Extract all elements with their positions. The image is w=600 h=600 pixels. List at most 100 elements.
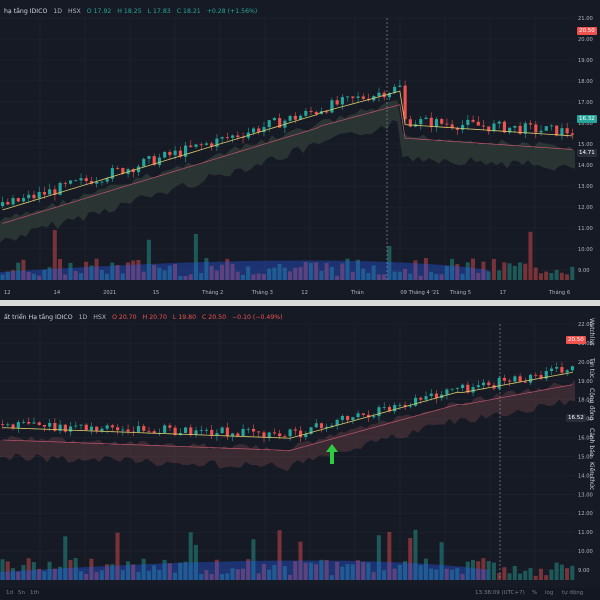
candle-body [471, 387, 475, 393]
chart-canvas-bottom[interactable]: 22.0021.0020.0019.0018.0017.0016.0015.00… [0, 306, 600, 600]
log-toggle[interactable]: log [545, 590, 554, 596]
candle-body [429, 393, 433, 397]
volume-bar [476, 272, 481, 280]
volume-bar [371, 265, 376, 280]
candle-body [534, 374, 538, 376]
candle-body [366, 414, 371, 418]
candle-body [549, 125, 554, 127]
sidebar-item-learn[interactable]: Kiến thức [588, 462, 595, 491]
candle-body [241, 428, 245, 437]
volume-bar [183, 275, 188, 280]
candle-body [314, 423, 318, 428]
price-axis-label: 11.00 [578, 530, 593, 536]
volume-bar [47, 561, 52, 580]
volume-bar [502, 262, 507, 280]
interval-label[interactable]: 1D [78, 314, 88, 321]
interval-label[interactable]: 1D [53, 8, 62, 15]
sidebar-item-news[interactable]: Tin tức [588, 358, 595, 379]
range-1d-button[interactable]: 1d [6, 590, 13, 596]
candle-body [231, 433, 235, 437]
price-axis-label: 19.00 [578, 379, 593, 385]
volume-bar [105, 564, 110, 580]
volume-bar [408, 273, 413, 280]
volume-bar [42, 269, 47, 280]
time-axis-label: 09 Tháng 4 '21 [400, 289, 439, 296]
price-badge-gray: 16.52 [566, 414, 586, 422]
range-1m-button[interactable]: 1th [30, 590, 40, 596]
candle-body [126, 429, 130, 432]
candle-body [387, 407, 391, 412]
volume-bar [31, 562, 36, 580]
volume-bar [403, 268, 408, 280]
volume-bar [350, 564, 355, 580]
candle-body [481, 382, 486, 386]
candle-body [555, 367, 559, 369]
candle-body [351, 96, 355, 98]
candle-body [570, 133, 574, 135]
volume-bar [162, 559, 167, 580]
volume-bar [314, 564, 319, 580]
volume-bar [450, 258, 455, 280]
candle-body [403, 404, 407, 407]
chart-panel-bottom[interactable]: 22.0021.0020.0019.0018.0017.0016.0015.00… [0, 306, 600, 600]
volume-bar [491, 562, 496, 580]
volume-bar [497, 270, 502, 280]
volume-bar [507, 573, 512, 580]
candle-body [340, 416, 344, 420]
auto-toggle[interactable]: tự động [562, 590, 584, 596]
volume-bar [481, 261, 486, 280]
volume-bar [251, 539, 256, 580]
percent-toggle[interactable]: % [532, 590, 538, 596]
time-axis-label: Tháng 2 [201, 289, 223, 296]
candle-body [408, 405, 412, 407]
candle-body [497, 377, 501, 389]
change-value: −0.10 (−0.49%) [232, 314, 283, 321]
volume-bar [355, 560, 360, 580]
volume-bar [308, 562, 313, 580]
volume-bar [554, 562, 559, 580]
candle-body [325, 111, 329, 113]
candle-body [58, 424, 62, 431]
volume-bar [5, 271, 10, 280]
sidebar-item-watchlist[interactable]: Watchlist [588, 318, 595, 346]
candle-body [304, 433, 308, 438]
candle-body [429, 117, 433, 128]
high-value: H 18.25 [117, 8, 142, 15]
candle-body [74, 425, 78, 427]
chart-canvas-top[interactable]: 21.00 20.00 19.00 18.00 17.00 16.00 15.00 14.00… [0, 0, 600, 300]
price-axis-label: 17.00 [578, 100, 593, 106]
volume-bar [387, 245, 392, 280]
candle-body [403, 85, 407, 120]
sidebar-item-community[interactable]: Cộng đồng [588, 388, 595, 421]
volume-bar [455, 264, 460, 280]
candle-body [529, 123, 533, 125]
chart-panel-top[interactable]: 21.00 20.00 19.00 18.00 17.00 16.00 15.00 14.00… [0, 0, 600, 300]
volume-bar [392, 568, 397, 580]
symbol-title: ất triển Hạ tầng IDICO [4, 314, 73, 321]
volume-bar [193, 233, 198, 280]
sidebar-item-alerts[interactable]: Cảnh báo [588, 428, 595, 457]
candle-body [236, 433, 240, 437]
volume-bar [413, 260, 418, 280]
candle-body [116, 427, 120, 431]
candle-body [63, 424, 67, 432]
candle-body [414, 397, 418, 406]
candle-body [37, 191, 41, 199]
volume-bar [397, 564, 402, 580]
volume-bar [439, 274, 444, 280]
candle-body [466, 119, 470, 125]
volume-bar [240, 568, 245, 580]
volume-bar [37, 568, 42, 580]
volume-bar [73, 271, 78, 280]
volume-bar [89, 558, 94, 580]
volume-bar [298, 541, 303, 580]
volume-bar [319, 559, 324, 580]
volume-bar [434, 273, 439, 280]
candle-body [502, 377, 506, 381]
volume-bar [68, 262, 73, 280]
range-5d-button[interactable]: 5n [18, 590, 25, 596]
candle-body [455, 128, 459, 130]
volume-bar [157, 267, 162, 280]
candle-body [455, 388, 459, 389]
candle-body [377, 407, 381, 417]
